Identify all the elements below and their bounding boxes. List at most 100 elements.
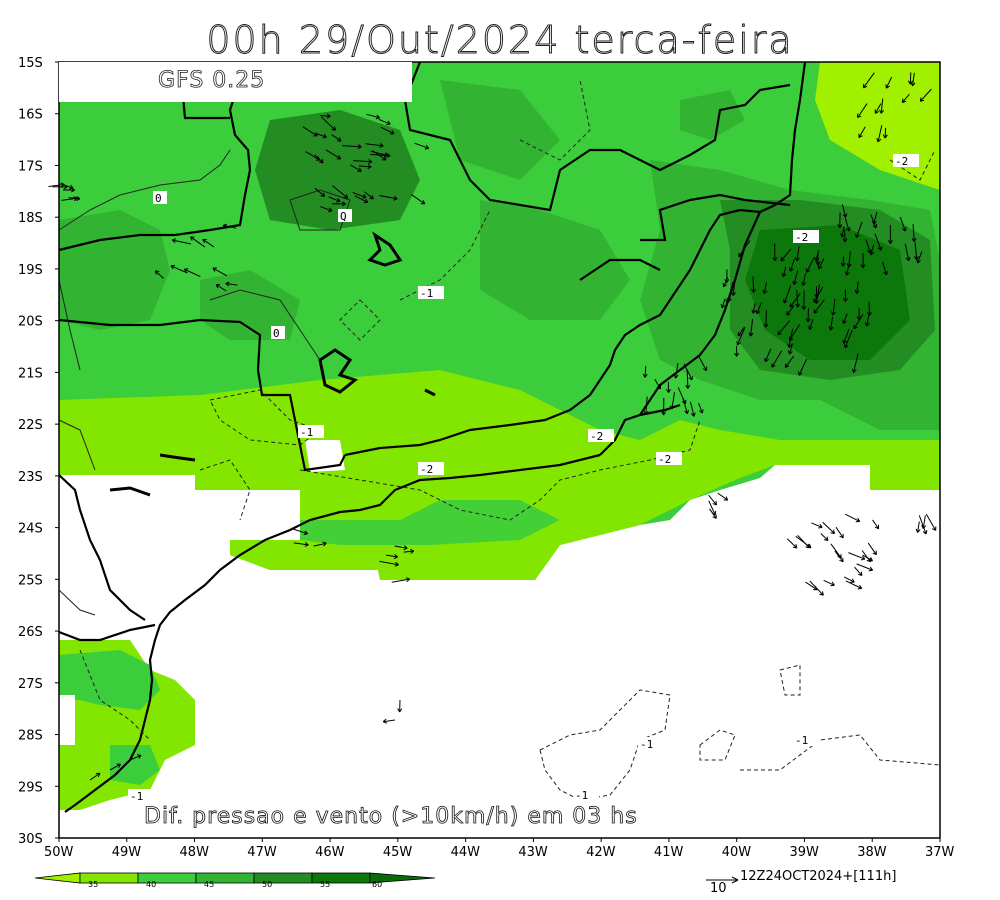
wind-arrow xyxy=(864,313,870,327)
wind-arrow xyxy=(350,164,362,172)
wind-arrow xyxy=(845,580,863,590)
contour-label: -1 xyxy=(418,286,444,300)
wind-arrow xyxy=(320,206,333,213)
latitude-label: 30S xyxy=(18,832,43,847)
reservoirs xyxy=(109,231,436,497)
wind-arrow xyxy=(215,284,227,292)
wind-arrow xyxy=(661,397,667,416)
wind-arrow xyxy=(170,264,188,274)
wind-arrow xyxy=(789,292,801,308)
wind-arrow xyxy=(854,281,860,294)
wind-arrow xyxy=(751,276,757,293)
svg-text:Q: Q xyxy=(340,210,347,223)
wind-arrow xyxy=(837,212,843,229)
wind-arrow xyxy=(673,362,679,379)
wind-vectors xyxy=(48,72,937,781)
wind-arrow xyxy=(780,248,792,262)
wind-arrow xyxy=(171,238,192,245)
wind-arrow xyxy=(841,204,848,218)
wind-arrow xyxy=(925,513,937,531)
latitude-label: 17S xyxy=(18,159,43,174)
wind-arrow xyxy=(212,267,228,277)
svg-text:-2: -2 xyxy=(420,463,433,476)
wind-arrow xyxy=(805,256,815,273)
wind-arrow xyxy=(689,401,696,417)
wind-arrow xyxy=(808,319,814,331)
longitude-label: 38W xyxy=(857,845,887,860)
wind-arrow xyxy=(751,303,757,314)
longitude-label: 43W xyxy=(518,845,548,860)
wind-arrow xyxy=(352,192,367,199)
wind-arrow xyxy=(867,542,877,556)
wind-arrow xyxy=(726,282,734,302)
svg-text:0: 0 xyxy=(155,192,162,205)
wind-arrow xyxy=(845,513,861,523)
svg-text:0: 0 xyxy=(273,327,280,340)
wind-arrow xyxy=(798,358,808,376)
wind-arrow xyxy=(854,566,863,577)
wind-arrow xyxy=(788,324,801,342)
wind-arrow xyxy=(853,314,864,330)
wind-arrow xyxy=(801,290,807,310)
wind-arrow xyxy=(698,403,704,414)
wind-arrow xyxy=(915,521,921,533)
wind-arrow xyxy=(882,127,888,139)
model-label: GFS 0.25 xyxy=(158,68,266,94)
latitude-label: 19S xyxy=(18,263,43,278)
wind-arrow xyxy=(822,521,836,535)
wind-arrow xyxy=(904,243,911,262)
wind-arrow xyxy=(202,238,215,248)
run-info: 12Z24OCT2024+[111h] xyxy=(740,869,897,884)
wind-arrow xyxy=(724,269,730,283)
wind-arrow xyxy=(325,149,342,160)
longitude-label: 44W xyxy=(451,845,481,860)
wind-arrow xyxy=(666,381,672,393)
longitude-label: 50W xyxy=(44,845,74,860)
wind-arrow xyxy=(887,225,893,244)
model-label-box xyxy=(59,62,412,102)
wind-arrow xyxy=(813,299,825,314)
wind-arrow xyxy=(820,533,829,541)
wind-arrow xyxy=(365,143,384,148)
longitude-label: 37W xyxy=(925,845,955,860)
wind-arrow xyxy=(720,298,726,309)
wind-arrow xyxy=(358,164,372,170)
wind-arrow xyxy=(48,182,65,188)
wind-arrow xyxy=(882,261,888,276)
wind-arrow xyxy=(394,545,408,551)
svg-text:-1: -1 xyxy=(575,789,588,802)
wind-arrow xyxy=(910,72,916,87)
wind-arrow xyxy=(817,258,825,270)
wind-arrow xyxy=(771,350,783,368)
latitude-label: 27S xyxy=(18,677,43,692)
colorbar-cap-right xyxy=(369,872,436,884)
wind-arrow xyxy=(378,118,391,126)
contour-label: -1 xyxy=(638,737,664,751)
wind-arrow xyxy=(737,327,745,337)
latitude-label: 25S xyxy=(18,573,43,588)
svg-text:-1: -1 xyxy=(640,738,653,751)
wind-arrow xyxy=(856,563,874,572)
wind-arrow xyxy=(830,543,842,559)
wind-arrow xyxy=(379,194,398,201)
wind-arrow xyxy=(414,142,430,150)
wind-arrow xyxy=(302,126,318,137)
wind-arrow xyxy=(843,576,855,583)
latitude-label: 29S xyxy=(18,780,43,795)
wind-arrow xyxy=(858,126,866,139)
wind-arrow xyxy=(763,310,769,328)
wind-arrow xyxy=(865,239,872,254)
wind-arrow xyxy=(342,144,362,150)
contour-label: -1 xyxy=(298,425,324,439)
wind-arrow xyxy=(840,226,845,238)
longitude-label: 46W xyxy=(315,845,345,860)
latitude-axis: 15S 16S 17S 18S 19S 20S 21S 22S 23S 24S 25S 26S 27S 2… xyxy=(18,56,59,847)
contour-label: -2 xyxy=(418,462,444,476)
wind-arrow xyxy=(709,508,717,519)
contour-label: 0 xyxy=(153,191,167,205)
wind-arrow xyxy=(225,281,238,287)
wind-arrow xyxy=(844,217,851,232)
wind-arrow xyxy=(736,326,746,346)
wind-arrow xyxy=(842,289,848,302)
wind-arrow xyxy=(698,356,708,372)
